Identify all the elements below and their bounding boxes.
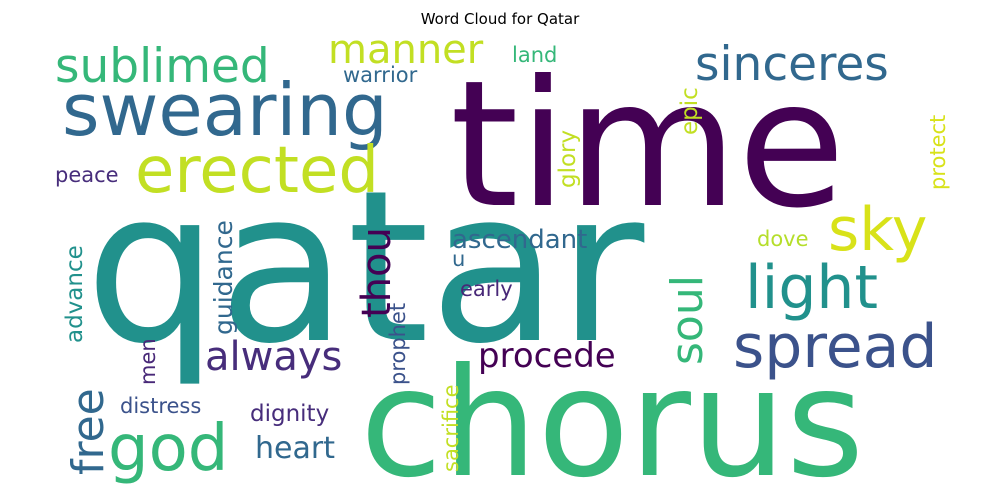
word-warrior: warrior [343,63,418,87]
chart-title: Word Cloud for Qatar [420,10,580,28]
word-ascendant: ascendant [452,225,587,255]
word-peace: peace [55,163,119,187]
word-dignity: dignity [250,401,329,427]
word-protect: protect [926,115,950,190]
word-sublimed: sublimed [55,39,270,94]
word-epic: epic [677,87,703,135]
word-glory: glory [555,130,581,188]
word-land: land [512,43,557,67]
word-early: early [460,277,513,301]
word-men: men [136,338,160,385]
word-free: free [63,388,114,475]
word-always: always [205,334,342,380]
word-advance: advance [62,245,88,343]
word-procede: procede [478,336,616,376]
word-sacrifice: sacrifice [439,384,463,472]
word-god: god [108,412,228,486]
word-spread: spread [733,312,937,382]
word-u: u [452,247,465,271]
word-prophet: prophet [386,303,410,385]
word-chorus: chorus [360,337,864,500]
word-thou: thou [354,227,400,318]
word-erected: erected [135,134,379,208]
word-swearing: swearing [62,68,388,152]
word-distress: distress [120,394,201,418]
word-sky: sky [828,195,927,265]
word-light: light [745,253,878,323]
word-guidance: guidance [209,220,238,335]
word-time: time [450,44,845,247]
word-heart: heart [255,431,335,466]
word-dove: dove [757,227,809,251]
word-qatar: qatar [85,145,645,390]
word-manner: manner [328,27,484,73]
word-sinceres: sinceres [695,37,889,92]
word-soul: soul [662,275,713,365]
